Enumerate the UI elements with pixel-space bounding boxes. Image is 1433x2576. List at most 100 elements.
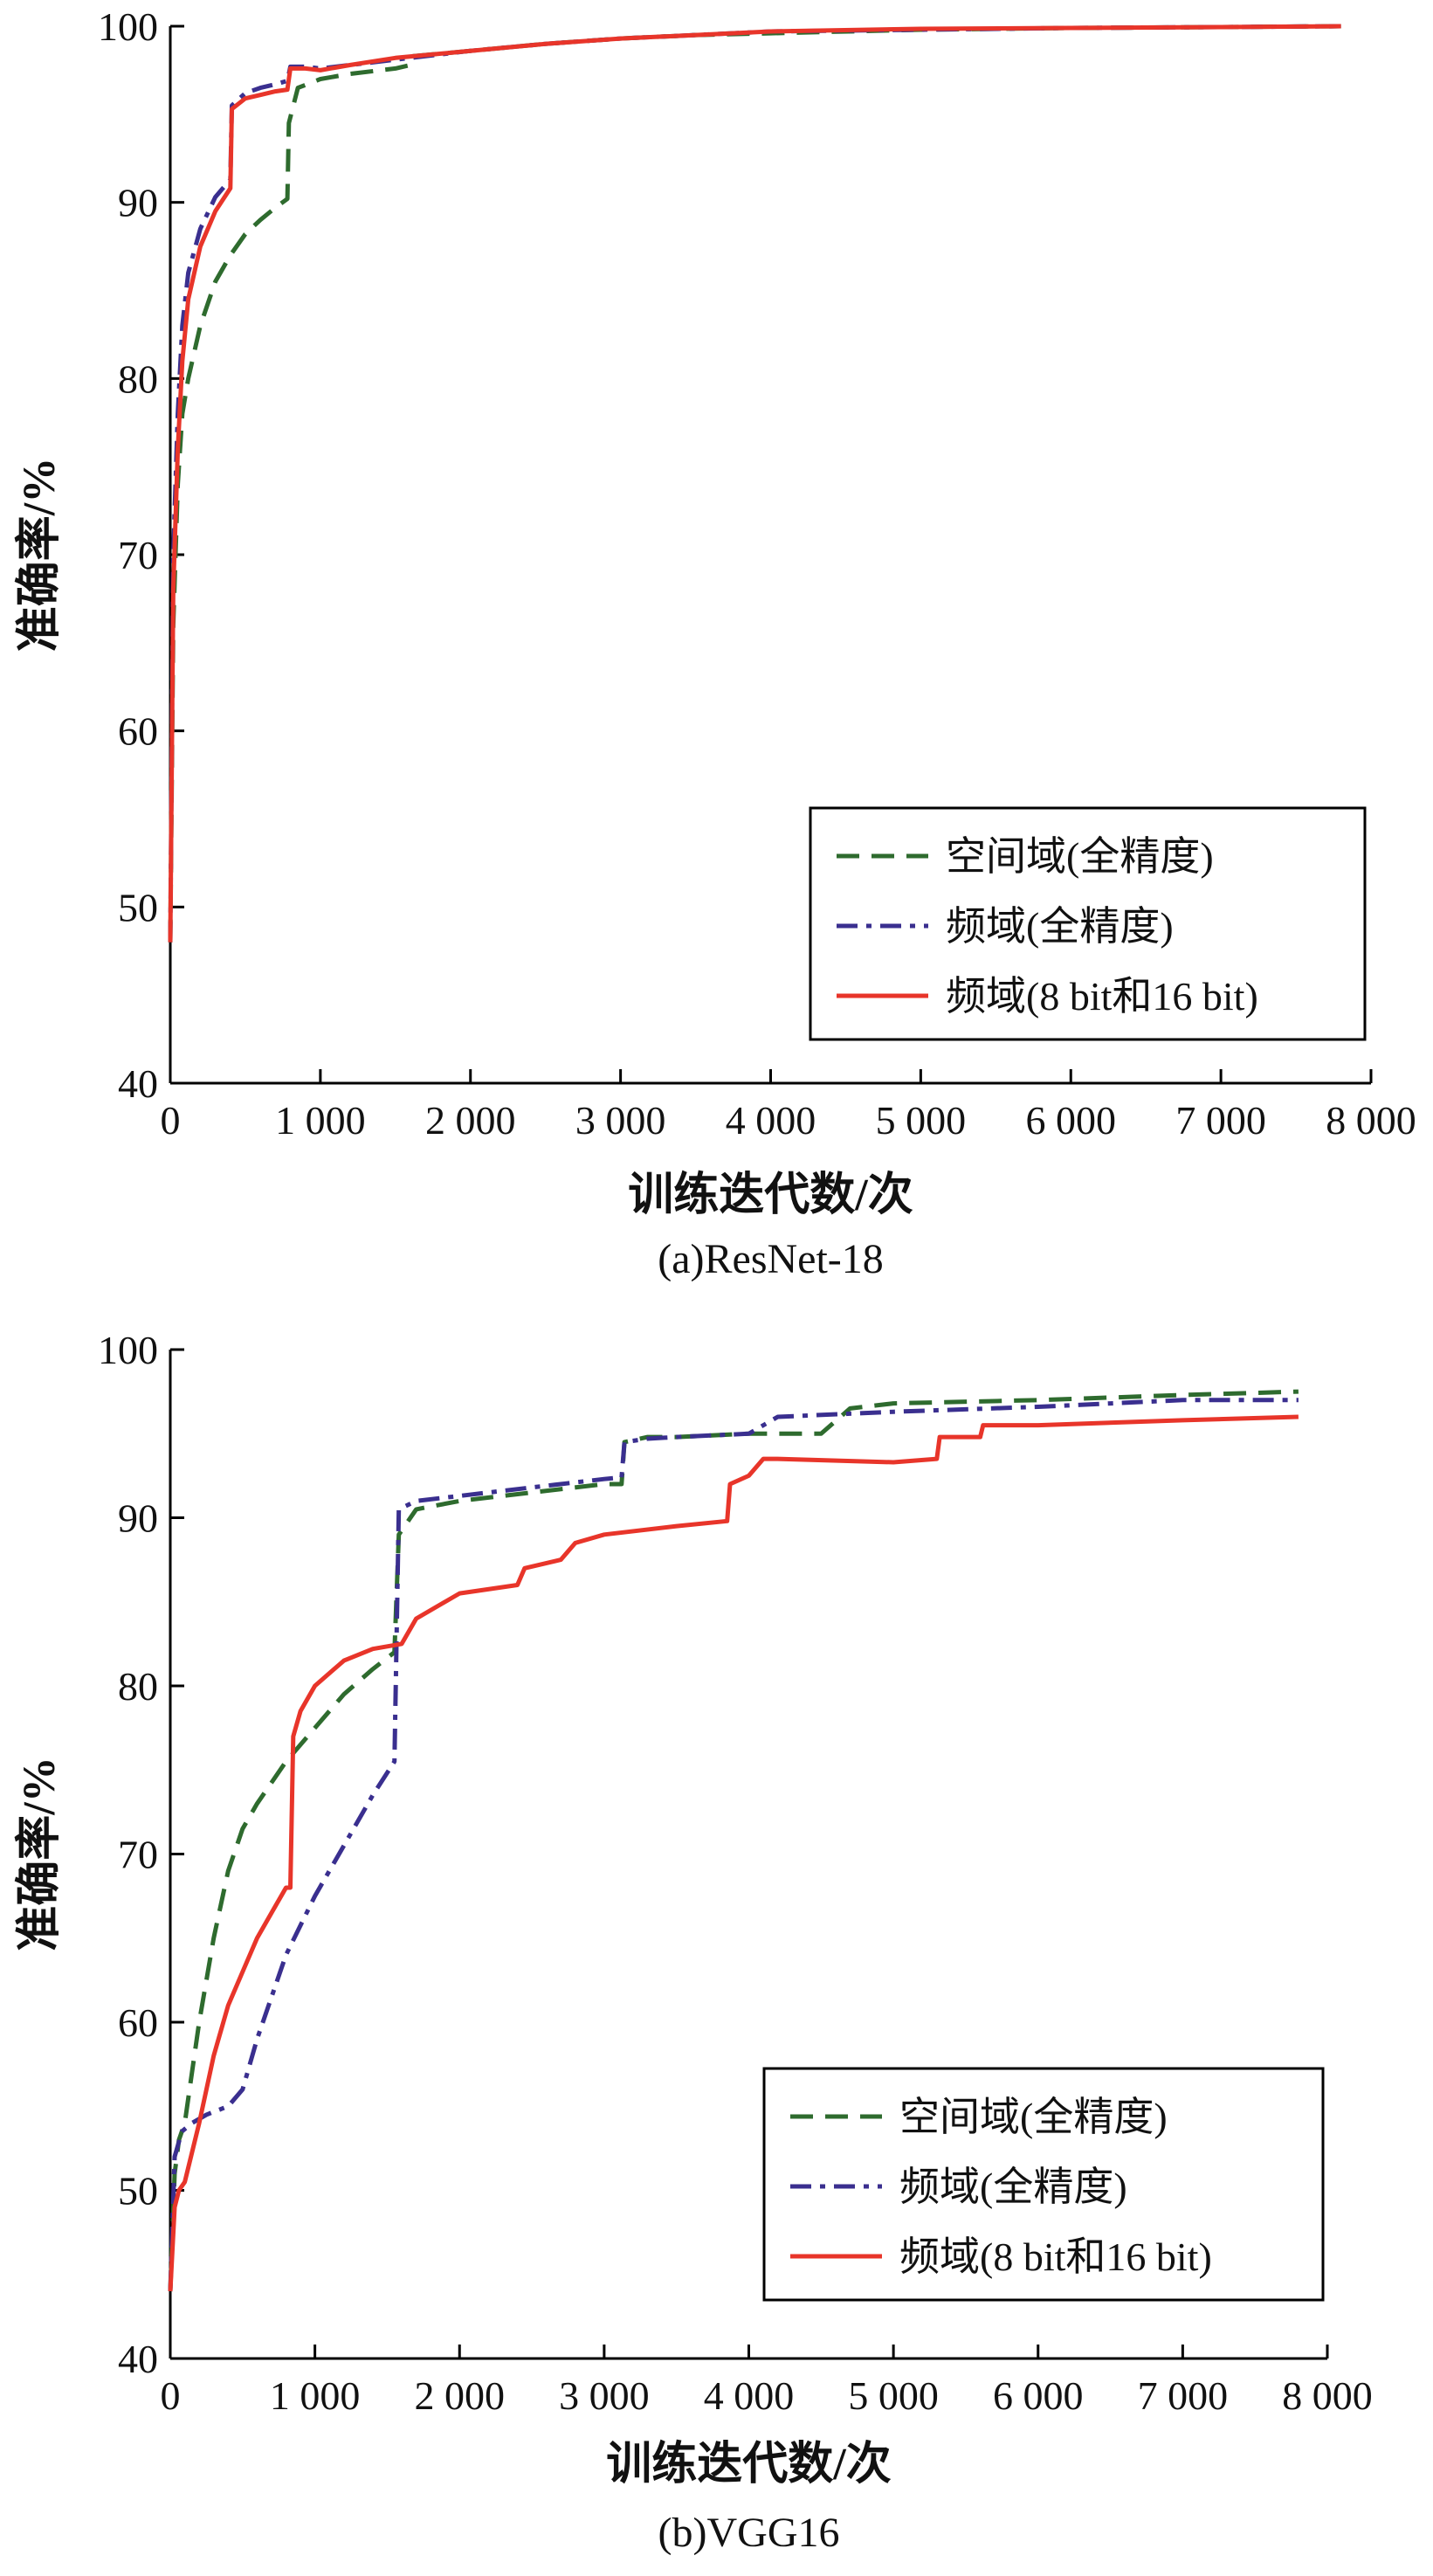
data-point <box>469 50 472 52</box>
data-point <box>205 2113 208 2116</box>
x-tick-label: 3 000 <box>575 1098 666 1143</box>
series-line-0 <box>168 1389 1299 2292</box>
data-point <box>241 1827 244 1830</box>
data-point <box>410 64 412 66</box>
y-tick-label: 40 <box>118 1061 158 1106</box>
data-point <box>646 1438 649 1440</box>
legend-label: 频域(全精度) <box>899 2165 1127 2209</box>
data-point <box>286 88 289 91</box>
data-point <box>1070 27 1072 30</box>
data-point <box>313 1727 316 1730</box>
x-axis-title: 训练迭代数/次 <box>606 2439 891 2490</box>
data-point <box>241 1971 244 1973</box>
chart-caption: (a)ResNet-18 <box>658 1236 884 1282</box>
data-point <box>349 73 352 75</box>
data-point <box>620 1476 623 1479</box>
data-point <box>212 2055 215 2057</box>
y-tick-label: 70 <box>118 1833 158 1877</box>
data-point <box>259 93 262 96</box>
chart-vgg16: 40 50 60 70 80 90 100 0 1 000 2 000 3 000 4 000 5 00… <box>14 1328 1373 2556</box>
data-point <box>241 2089 244 2091</box>
x-tick-label: 5 000 <box>876 1098 967 1143</box>
data-point <box>748 1433 750 1435</box>
data-point <box>231 107 233 110</box>
data-point <box>244 233 246 236</box>
data-point <box>287 121 290 124</box>
data-point <box>892 1402 895 1405</box>
x-tick-label: 0 <box>161 2373 181 2418</box>
data-point <box>371 1668 374 1670</box>
data-point <box>244 97 246 100</box>
data-point <box>394 57 396 59</box>
data-point <box>172 589 175 591</box>
data-point <box>371 1647 374 1650</box>
data-point <box>729 1483 732 1486</box>
data-point <box>531 1486 534 1488</box>
data-point <box>198 2122 201 2124</box>
data-point <box>292 1735 294 1737</box>
data-point <box>979 1436 982 1439</box>
data-point <box>313 1895 316 1897</box>
legend-box <box>809 806 1367 1041</box>
data-point <box>181 2131 183 2133</box>
x-tick-label: 2 000 <box>425 1098 516 1143</box>
data-point <box>227 2004 230 2006</box>
series-line-2 <box>168 24 1341 943</box>
data-point <box>935 1458 938 1461</box>
data-point <box>181 360 183 363</box>
legend-label: 频域(全精度) <box>946 904 1174 949</box>
y-tick-label: 50 <box>118 2169 158 2213</box>
data-point <box>169 2290 172 2293</box>
data-point <box>675 1436 678 1439</box>
data-point <box>415 1618 417 1620</box>
y-tick-label: 100 <box>98 4 158 49</box>
data-point <box>349 64 352 66</box>
data-point <box>342 1844 345 1847</box>
data-point <box>286 197 289 200</box>
y-tick-label: 90 <box>118 1496 158 1541</box>
data-point <box>544 43 547 45</box>
data-point <box>458 1495 461 1497</box>
data-point <box>300 1709 302 1712</box>
data-point <box>401 1642 403 1645</box>
x-tick-label: 4 000 <box>726 1098 816 1143</box>
x-tick-label: 6 000 <box>993 2373 1084 2418</box>
data-point <box>397 1508 400 1510</box>
y-tick-label: 50 <box>118 885 158 929</box>
series-line-2 <box>168 1414 1299 2292</box>
data-point <box>289 1887 292 1889</box>
data-point <box>174 2206 176 2208</box>
data-point <box>675 1525 678 1528</box>
x-tick-label: 7 000 <box>1138 2373 1229 2418</box>
data-point <box>397 1533 400 1536</box>
data-point <box>199 227 202 230</box>
x-tick-label: 8 000 <box>1282 2373 1373 2418</box>
x-tick-label: 1 000 <box>275 1098 366 1143</box>
data-point <box>694 34 697 37</box>
data-point <box>199 324 202 327</box>
legend: 空间域(全精度) 频域(全精度) 频域(8 bit和16 bit) <box>809 806 1367 1041</box>
data-point <box>769 31 772 33</box>
data-point <box>227 2105 230 2108</box>
data-point <box>313 1685 316 1688</box>
data-point <box>619 38 622 40</box>
data-point <box>214 280 217 283</box>
data-point <box>623 1440 626 1443</box>
data-point <box>1340 25 1342 28</box>
data-point <box>256 1802 258 1805</box>
data-point <box>174 2156 176 2158</box>
chart-caption: (b)VGG16 <box>658 2510 840 2556</box>
data-point <box>1037 1405 1039 1408</box>
data-point <box>1182 1398 1184 1401</box>
x-axis-title: 训练迭代数/次 <box>628 1170 913 1220</box>
data-point <box>393 1760 396 1763</box>
x-tick-label: 3 000 <box>559 2373 650 2418</box>
data-point <box>285 1887 287 1889</box>
data-point <box>603 1533 605 1536</box>
data-point <box>776 1458 779 1461</box>
data-point <box>342 1660 345 1662</box>
data-point <box>297 86 300 89</box>
series-line-0 <box>168 24 1341 943</box>
data-point <box>603 1483 605 1486</box>
data-point <box>762 1458 765 1461</box>
